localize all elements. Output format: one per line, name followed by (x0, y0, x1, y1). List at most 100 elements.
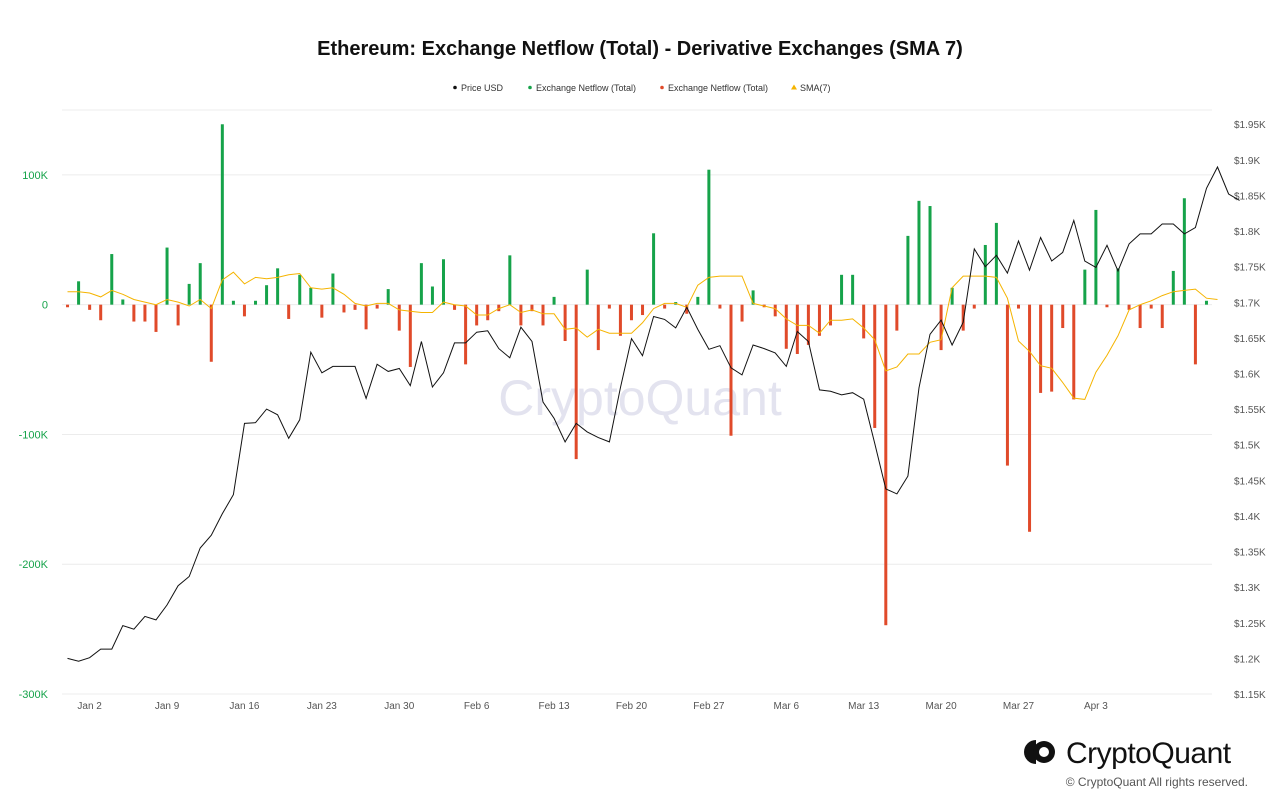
legend-label: Exchange Netflow (Total) (668, 83, 768, 93)
legend-item[interactable]: SMA(7) (791, 83, 831, 93)
netflow-bar-negative (342, 304, 346, 313)
netflow-bar-negative (353, 304, 357, 310)
x-tick-label: Jan 2 (77, 701, 102, 712)
netflow-bar-positive (121, 299, 125, 305)
netflow-bar-negative (806, 304, 810, 345)
netflow-bar-negative (1138, 304, 1142, 329)
netflow-bar-negative (530, 304, 534, 312)
netflow-bars (66, 124, 1208, 626)
netflow-bar-positive (430, 286, 434, 305)
watermark-text: CryptoQuant (498, 370, 782, 426)
x-axis: Jan 2 Jan 9 Jan 16 Jan 23 Jan 30 Feb 6 Feb 13 F… (77, 701, 1108, 712)
netflow-bar-negative (895, 304, 899, 331)
left-tick-label: 0 (42, 300, 48, 312)
brand-name: CryptoQuant (1066, 737, 1232, 770)
netflow-bar-negative (1149, 304, 1153, 309)
left-tick-label: -300K (19, 689, 49, 701)
netflow-bar-positive (552, 296, 556, 305)
netflow-bar-positive (187, 283, 191, 305)
left-tick-label: -200K (19, 559, 49, 571)
netflow-bar-positive (950, 287, 954, 305)
netflow-bar-negative (1050, 304, 1054, 392)
netflow-bar-positive (851, 274, 855, 305)
netflow-bar-negative (541, 304, 545, 326)
netflow-bar-negative (817, 304, 821, 336)
netflow-bar-positive (1204, 300, 1208, 305)
netflow-bar-negative (320, 304, 324, 318)
legend-marker-icon (791, 84, 797, 90)
netflow-bar-negative (397, 304, 401, 331)
netflow-bar-positive (585, 269, 589, 305)
x-tick-label: Jan 23 (307, 701, 337, 712)
right-tick-label: $1.6K (1234, 370, 1260, 381)
netflow-bar-negative (718, 304, 722, 309)
netflow-bar-negative (1105, 304, 1109, 308)
right-tick-label: $1.4K (1234, 512, 1260, 523)
netflow-bar-negative (773, 304, 777, 317)
netflow-bar-positive (707, 169, 711, 305)
legend[interactable]: Price USD Exchange Netflow (Total) Exchang… (453, 83, 831, 93)
right-tick-label: $1.35K (1234, 548, 1266, 559)
netflow-bar-positive (419, 263, 423, 305)
netflow-bar-positive (1182, 198, 1186, 305)
netflow-bar-negative (607, 304, 611, 309)
legend-marker-icon (453, 85, 457, 90)
netflow-bar-negative (862, 304, 866, 339)
netflow-bar-positive (751, 290, 755, 305)
right-tick-label: $1.45K (1234, 476, 1266, 487)
netflow-bar-negative (596, 304, 600, 351)
netflow-bar-negative (939, 304, 943, 351)
netflow-bar-negative (364, 304, 368, 330)
netflow-bar-negative (685, 304, 689, 314)
netflow-bar-negative (242, 304, 246, 317)
netflow-bar-negative (641, 304, 645, 316)
netflow-bar-negative (972, 304, 976, 309)
netflow-bar-positive (276, 268, 280, 305)
netflow-bar-positive (1094, 209, 1098, 305)
netflow-bar-negative (1005, 304, 1009, 466)
netflow-bar-negative (629, 304, 633, 321)
netflow-bar-positive (840, 274, 844, 305)
right-axis: $1.15K $1.2K $1.25K $1.3K $1.35K $1.4K $1.45K $… (1234, 120, 1266, 701)
x-tick-label: Mar 20 (926, 701, 958, 712)
netflow-bar-negative (143, 304, 147, 322)
right-tick-label: $1.5K (1234, 441, 1260, 452)
netflow-bar-negative (618, 304, 622, 336)
netflow-bar-positive (231, 300, 235, 305)
netflow-bar-negative (1016, 304, 1020, 309)
netflow-bar-negative (784, 304, 788, 349)
legend-item[interactable]: Exchange Netflow (Total) (528, 83, 636, 93)
left-tick-label: 100K (22, 170, 48, 182)
netflow-bar-positive (77, 281, 81, 305)
legend-item[interactable]: Exchange Netflow (Total) (660, 83, 768, 93)
netflow-bar-positive (298, 274, 302, 305)
legend-marker-icon (528, 85, 532, 90)
x-tick-label: Mar 27 (1003, 701, 1035, 712)
chart-title: Ethereum: Exchange Netflow (Total) - Der… (317, 38, 963, 60)
x-tick-label: Jan 30 (384, 701, 414, 712)
netflow-bar-negative (574, 304, 578, 460)
x-tick-label: Apr 3 (1084, 701, 1108, 712)
netflow-bar-negative (464, 304, 468, 365)
brand-logo: CryptoQuant (1024, 737, 1232, 770)
netflow-bar-positive (906, 235, 910, 305)
netflow-bar-negative (740, 304, 744, 322)
netflow-bar-positive (508, 255, 512, 305)
netflow-bar-negative (961, 304, 965, 331)
netflow-bar-negative (1061, 304, 1065, 329)
netflow-bar-positive (1171, 270, 1175, 305)
netflow-bar-negative (1193, 304, 1197, 365)
netflow-bar-negative (1039, 304, 1043, 393)
netflow-bar-positive (110, 254, 114, 305)
netflow-bar-negative (453, 304, 457, 310)
netflow-bar-negative (99, 304, 103, 321)
netflow-bar-positive (696, 296, 700, 305)
legend-label: SMA(7) (800, 83, 831, 93)
legend-item[interactable]: Price USD (453, 83, 504, 93)
netflow-bar-positive (265, 285, 269, 305)
cryptoquant-logo-icon (1024, 740, 1055, 764)
netflow-bar-positive (309, 287, 313, 305)
x-tick-label: Mar 13 (848, 701, 880, 712)
x-tick-label: Feb 6 (464, 701, 490, 712)
right-tick-label: $1.7K (1234, 298, 1260, 309)
